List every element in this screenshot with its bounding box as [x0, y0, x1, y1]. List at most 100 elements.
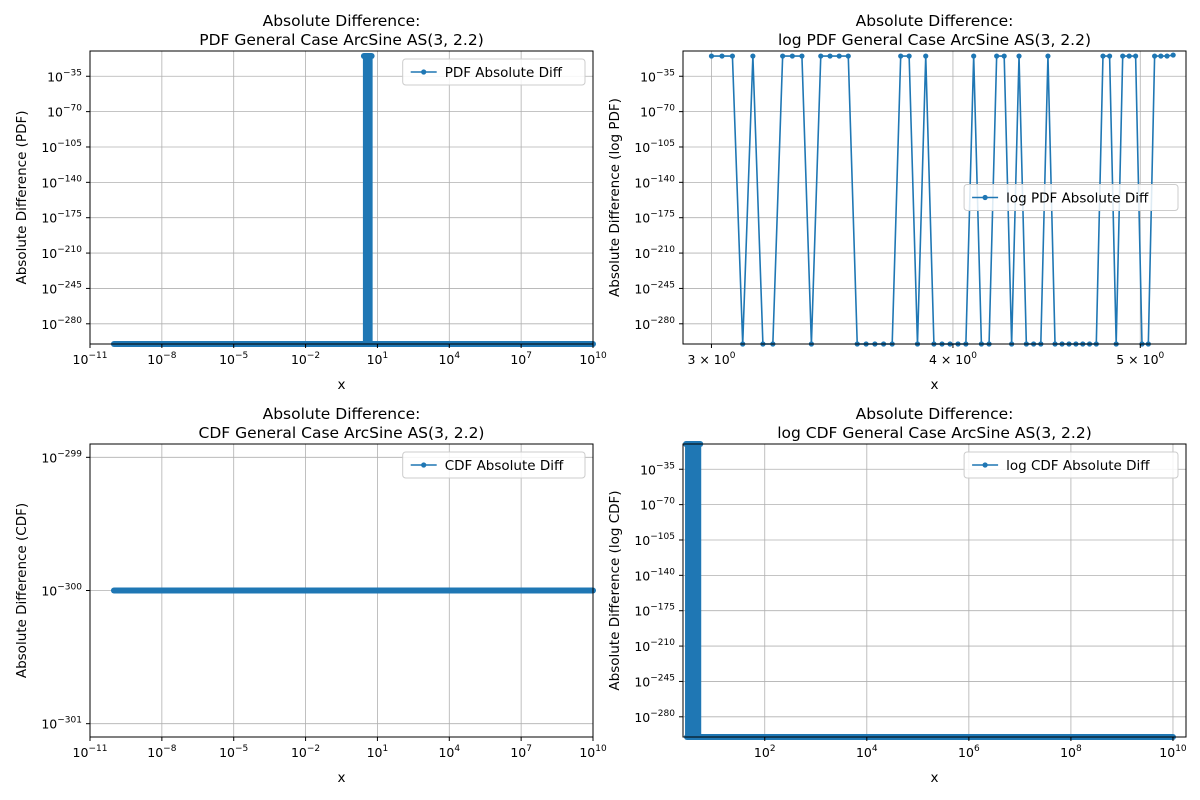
- y-tick-label: 10−280: [634, 709, 675, 725]
- data-point: [1126, 53, 1132, 59]
- y-tick-label: 10−245: [41, 280, 82, 296]
- data-point: [1001, 53, 1007, 59]
- legend-marker: [982, 194, 988, 201]
- y-tick-label: 10−35: [640, 461, 675, 477]
- y-axis-label: Absolute Difference (CDF): [14, 503, 30, 678]
- chart-logpdf: 3 × 100 4 × 100 5 × 100 10−35 10−70 10−105 10−…: [607, 12, 1187, 393]
- legend: PDF Absolute Diff: [402, 58, 586, 86]
- data-point: [708, 53, 715, 59]
- x-tick-label: 10−2: [291, 744, 320, 760]
- data-point: [994, 53, 1000, 59]
- axes-frame: [89, 50, 594, 345]
- x-tick-label: 1010: [579, 351, 607, 367]
- data-point: [898, 53, 904, 59]
- data-point: [906, 53, 912, 59]
- y-tick-label: 10−140: [634, 567, 675, 583]
- axes-frame: [682, 50, 1187, 345]
- y-tick-label: 10−70: [640, 104, 675, 120]
- y-tick-label: 10−175: [634, 210, 675, 226]
- legend: CDF Absolute Diff: [402, 451, 586, 479]
- legend-label: PDF Absolute Diff: [445, 65, 563, 81]
- legend-box: [963, 184, 1179, 211]
- data-point: [789, 53, 795, 59]
- x-tick-label: 108: [1060, 744, 1082, 760]
- legend-label: log CDF Absolute Diff: [1006, 458, 1150, 474]
- data-point: [729, 53, 736, 59]
- legend-box: [402, 58, 586, 86]
- data-point: [836, 53, 842, 59]
- x-tick-label: 107: [510, 351, 532, 367]
- data-point: [780, 53, 786, 59]
- data-point: [971, 53, 977, 59]
- data-point: [1170, 52, 1176, 58]
- data-point: [845, 53, 851, 59]
- chart-title-line-1: Absolute Difference:: [856, 405, 1014, 423]
- x-axis-label: x: [931, 377, 939, 393]
- y-tick-label: 10−35: [640, 68, 675, 84]
- y-tick-label: 10−210: [41, 245, 82, 261]
- data-point: [1107, 53, 1113, 59]
- x-tick-label: 106: [958, 744, 980, 760]
- x-tick-label: 104: [856, 744, 878, 760]
- y-tick-label: 10−70: [640, 497, 675, 513]
- x-tick-label: 10−2: [291, 351, 320, 367]
- axes-frame: [682, 443, 1187, 738]
- legend-marker: [421, 69, 427, 75]
- series-logpdf: [708, 52, 1176, 347]
- series-spike: [685, 444, 702, 737]
- y-axis-label: Absolute Difference (PDF): [14, 110, 30, 284]
- x-tick-label: 1010: [579, 744, 607, 760]
- y-tick-label: 10−175: [634, 603, 675, 619]
- legend-marker: [421, 462, 427, 468]
- chart-title-line-2: CDF General Case ArcSine AS(3, 2.2): [199, 424, 485, 442]
- data-point: [1158, 53, 1164, 59]
- y-tick-label: 10−245: [634, 280, 675, 296]
- data-point: [1016, 53, 1022, 59]
- y-tick-label: 10−300: [41, 583, 82, 599]
- chart-title-line-2: log PDF General Case ArcSine AS(3, 2.2): [778, 31, 1091, 49]
- chart-title-line-1: Absolute Difference:: [856, 12, 1014, 30]
- x-axis-label: x: [931, 770, 939, 786]
- x-tick-label: 10−8: [147, 351, 176, 367]
- y-tick-label: 10−245: [634, 673, 675, 689]
- y-tick-label: 10−105: [634, 532, 675, 548]
- x-tick-label: 104: [438, 351, 460, 367]
- series-spike: [362, 56, 373, 344]
- legend-marker: [982, 462, 988, 468]
- x-tick-label: 10−8: [147, 744, 176, 760]
- data-point: [1120, 53, 1126, 59]
- y-tick-label: 10−210: [634, 245, 675, 261]
- legend: log CDF Absolute Diff: [963, 451, 1179, 479]
- chart-cdf: 10−11 10−8 10−5 10−2 101 104 107 1010 10−299 10−3…: [14, 405, 607, 786]
- x-tick-label: 107: [510, 744, 532, 760]
- y-tick-label: 10−35: [47, 68, 82, 84]
- y-tick-label: 10−301: [41, 716, 82, 732]
- chart-title-line-1: Absolute Difference:: [263, 12, 421, 30]
- x-tick-label: 104: [438, 744, 460, 760]
- y-tick-label: 10−140: [634, 174, 675, 190]
- x-tick-label: 101: [367, 744, 389, 760]
- chart-title-line-2: log CDF General Case ArcSine AS(3, 2.2): [777, 424, 1092, 442]
- data-point: [827, 53, 833, 59]
- chart-logcdf: 102 104 106 108 1010 10−35 10−70 10−105 10−140 10…: [607, 405, 1187, 786]
- data-point: [1152, 53, 1158, 59]
- data-point: [1045, 53, 1051, 59]
- legend-label: CDF Absolute Diff: [445, 458, 564, 474]
- y-tick-label: 10−299: [41, 449, 82, 465]
- ticks-logcdf: 102 104 106 108 1010 10−35 10−70 10−105 10−140 10…: [634, 461, 1187, 760]
- x-axis-label: x: [338, 770, 346, 786]
- x-tick-label: 10−11: [73, 744, 108, 760]
- y-tick-label: 10−210: [634, 638, 675, 654]
- x-axis-label: x: [338, 377, 346, 393]
- data-point: [799, 53, 805, 59]
- x-tick-label: 5 × 100: [1116, 351, 1164, 367]
- x-tick-label: 102: [754, 744, 776, 760]
- x-tick-label: 4 × 100: [929, 351, 977, 367]
- y-axis-label: Absolute Difference (log CDF): [607, 490, 623, 690]
- y-tick-label: 10−105: [634, 139, 675, 155]
- y-tick-label: 10−175: [41, 210, 82, 226]
- data-point: [923, 53, 929, 59]
- y-tick-label: 10−280: [41, 316, 82, 332]
- y-tick-label: 10−140: [41, 174, 82, 190]
